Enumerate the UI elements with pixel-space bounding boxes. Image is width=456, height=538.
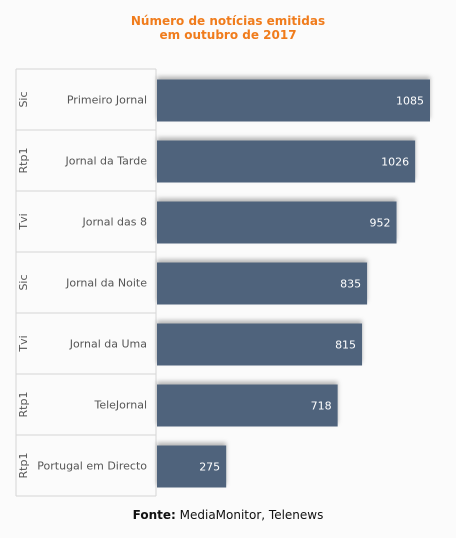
- category-label: TeleJornal: [93, 399, 147, 412]
- chart-title-line-2: em outubro de 2017: [159, 28, 297, 42]
- bar: [157, 323, 363, 366]
- bar: [157, 140, 416, 183]
- value-label: 952: [370, 217, 391, 230]
- category-label: Jornal das 8: [81, 216, 147, 229]
- bar: [157, 79, 430, 122]
- group-label: Rtp1: [17, 148, 30, 174]
- category-label: Jornal da Uma: [69, 338, 147, 351]
- value-label: 835: [340, 278, 361, 291]
- group-label: Rtp1: [17, 392, 30, 418]
- group-label: Sic: [17, 274, 30, 290]
- source-text: MediaMonitor, Telenews: [179, 508, 324, 522]
- value-label: 815: [335, 339, 356, 352]
- group-label: Tvi: [17, 213, 30, 230]
- bar: [157, 445, 227, 488]
- category-label: Primeiro Jornal: [67, 94, 147, 107]
- group-label: Sic: [17, 91, 30, 107]
- chart-title: Número de notícias emitidas em outubro d…: [0, 14, 456, 42]
- group-label: Tvi: [17, 335, 30, 352]
- value-label: 1085: [396, 95, 424, 108]
- category-label: Jornal da Noite: [65, 277, 147, 290]
- bar: [157, 262, 368, 305]
- bar: [157, 201, 397, 244]
- value-label: 1026: [381, 156, 409, 169]
- chart-title-line-1: Número de notícias emitidas: [130, 14, 326, 28]
- bar: [157, 384, 338, 427]
- source-note: Fonte: MediaMonitor, Telenews: [0, 508, 456, 522]
- category-label: Jornal da Tarde: [64, 155, 147, 168]
- value-label: 718: [311, 400, 332, 413]
- group-label: Rtp1: [17, 453, 30, 479]
- value-label: 275: [199, 461, 220, 474]
- category-label: Portugal em Directo: [37, 460, 147, 473]
- source-label: Fonte:: [132, 508, 176, 522]
